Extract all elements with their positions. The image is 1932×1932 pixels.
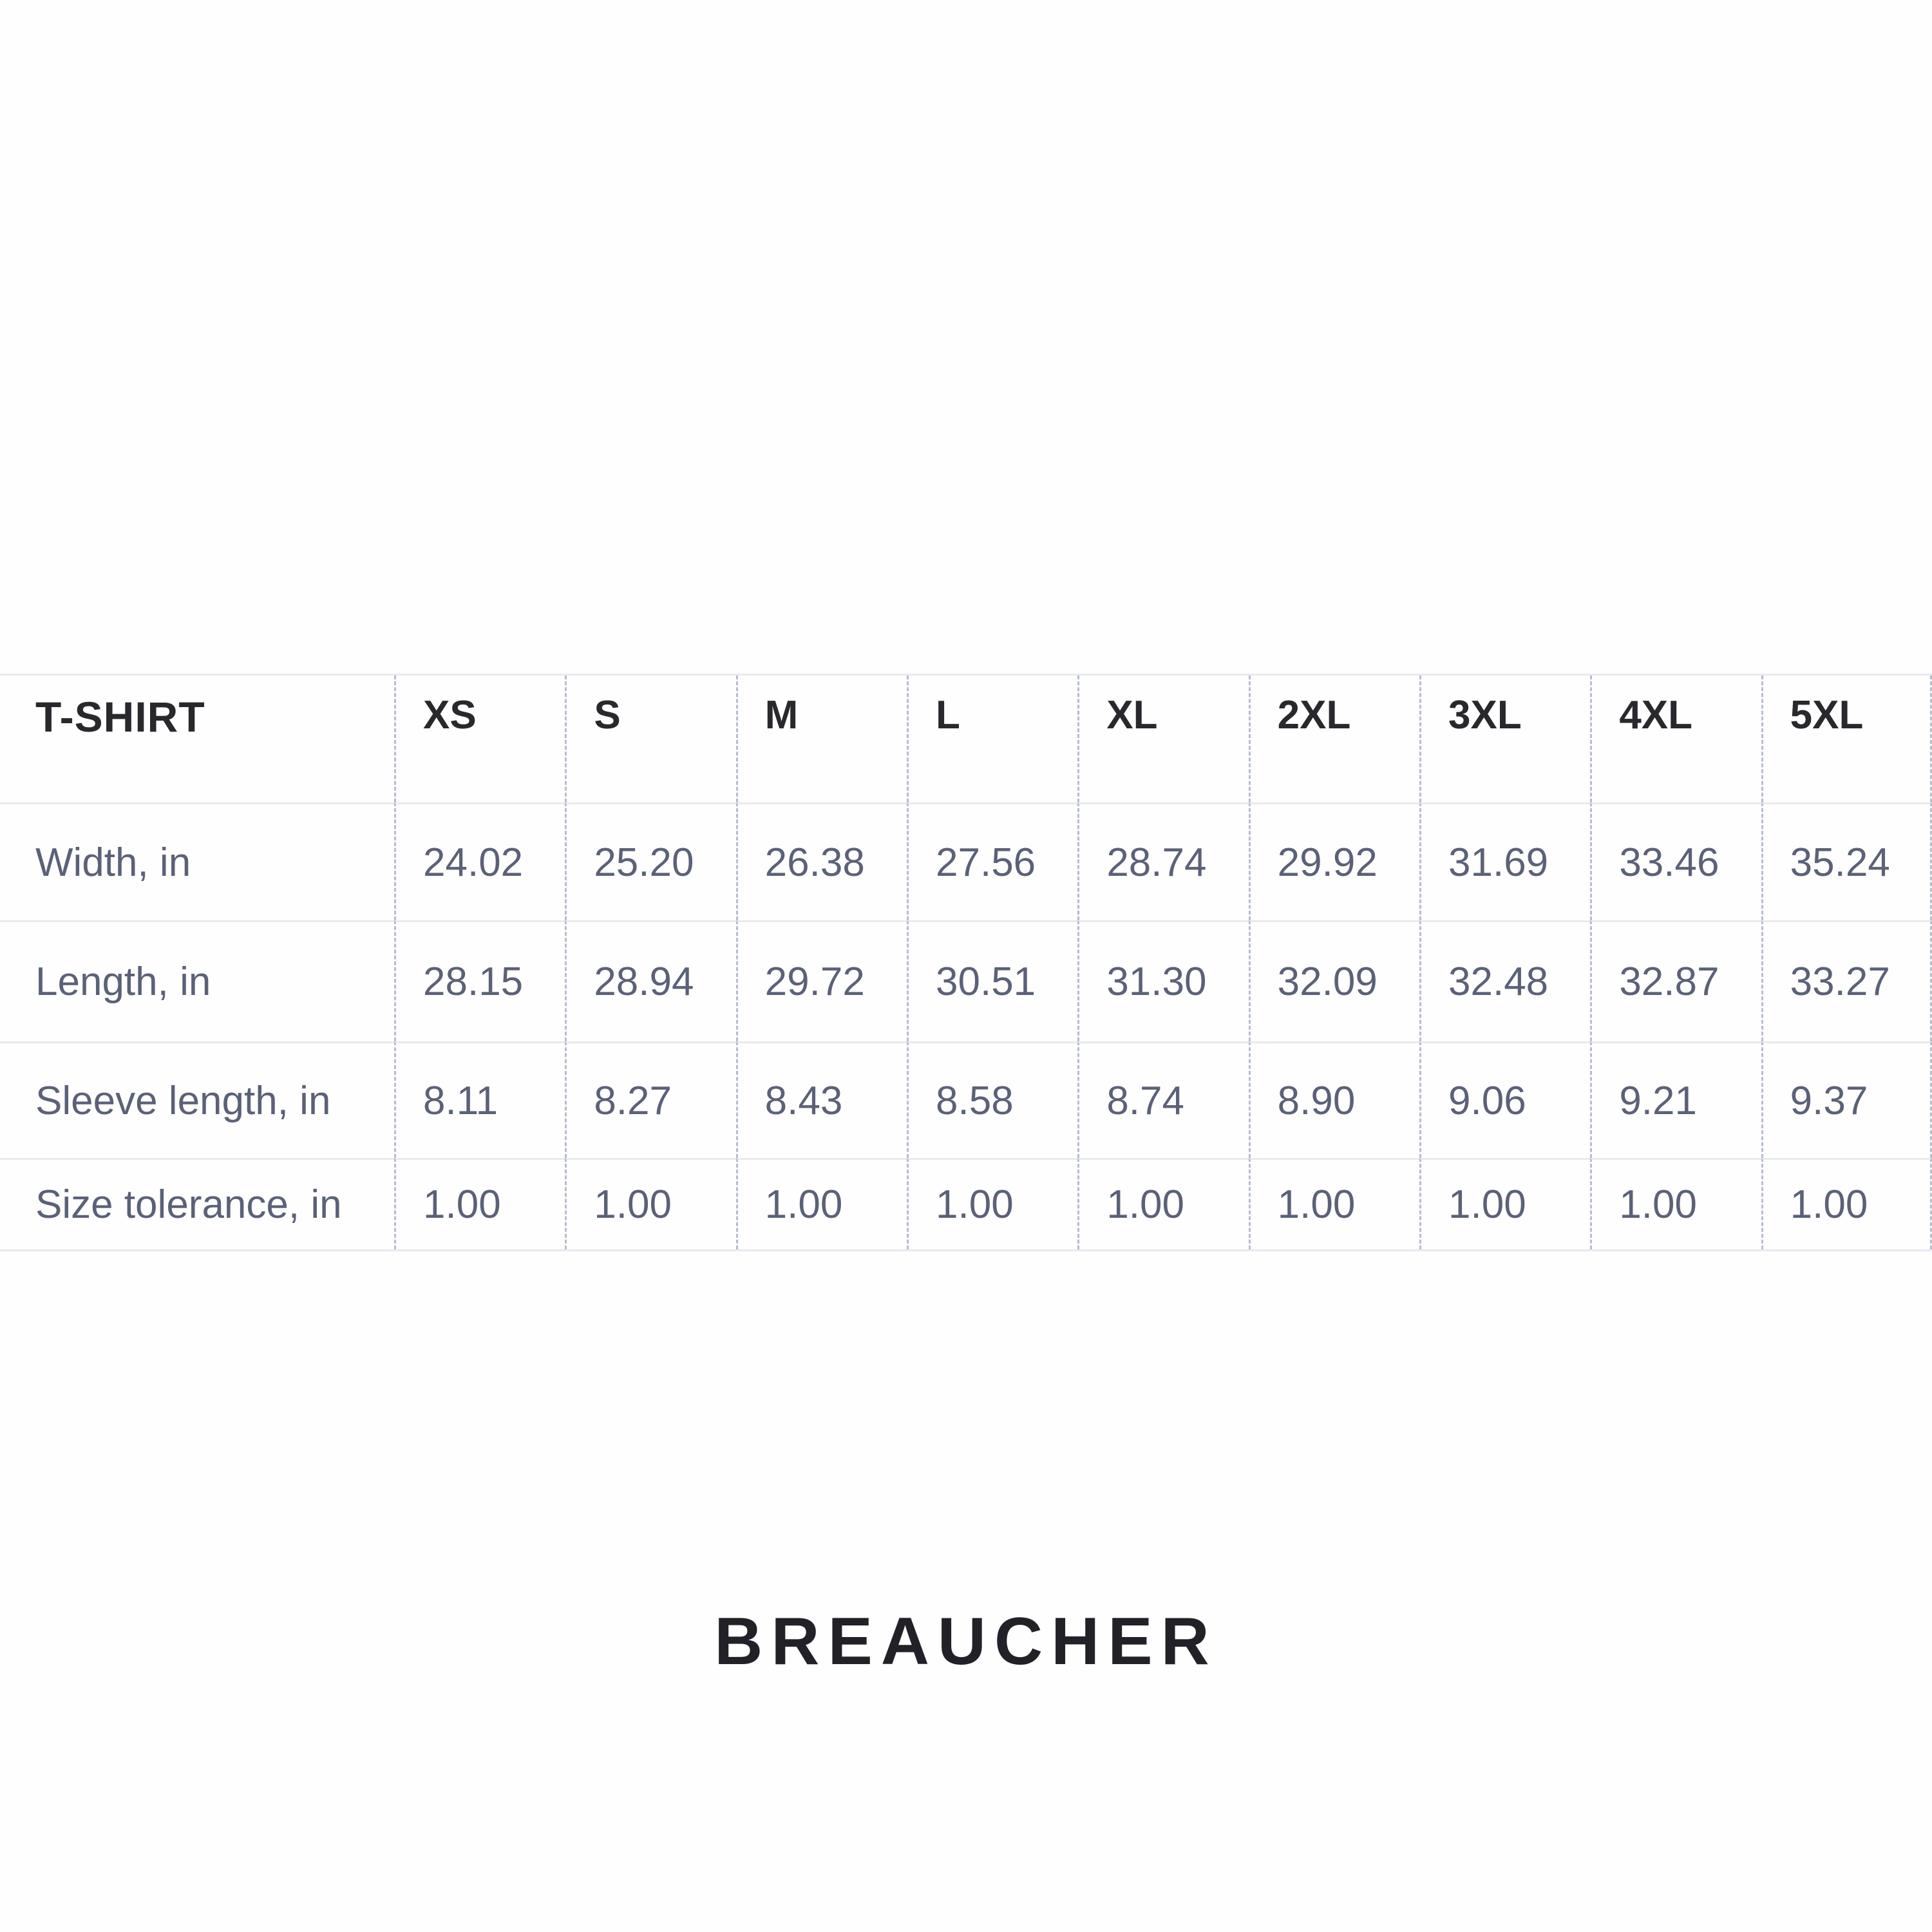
row-label-length: Length, in	[0, 920, 394, 1041]
cell-width-2xl: 29.92	[1248, 802, 1419, 920]
cell-sleeve-4xl: 9.21	[1590, 1041, 1761, 1158]
header-cell-2xl: 2XL	[1248, 676, 1419, 802]
cell-tolerance-xs: 1.00	[394, 1158, 565, 1249]
cell-width-m: 26.38	[735, 802, 907, 920]
row-label-size-tolerance: Size tolerance, in	[0, 1158, 394, 1249]
cell-length-l: 30.51	[907, 920, 1078, 1041]
cell-tolerance-s: 1.00	[565, 1158, 736, 1249]
cell-sleeve-l: 8.58	[907, 1041, 1078, 1158]
header-cell-xs: XS	[394, 676, 565, 802]
cell-tolerance-xl: 1.00	[1077, 1158, 1249, 1249]
row-label-sleeve-length: Sleeve length, in	[0, 1041, 394, 1158]
header-cell-xl: XL	[1077, 676, 1248, 802]
cell-tolerance-5xl: 1.00	[1761, 1158, 1932, 1249]
cell-sleeve-xl: 8.74	[1077, 1041, 1249, 1158]
cell-length-xl: 31.30	[1077, 920, 1249, 1041]
cell-width-3xl: 31.69	[1419, 802, 1591, 920]
size-chart-table: T-SHIRT XS S M L XL 2XL 3XL 4XL 5XL Widt…	[0, 674, 1932, 1251]
header-cell-3xl: 3XL	[1419, 676, 1590, 802]
cell-sleeve-2xl: 8.90	[1248, 1041, 1419, 1158]
cell-tolerance-4xl: 1.00	[1590, 1158, 1761, 1249]
header-cell-m: M	[735, 676, 907, 802]
cell-length-5xl: 33.27	[1761, 920, 1932, 1041]
cell-sleeve-5xl: 9.37	[1761, 1041, 1932, 1158]
cell-tolerance-l: 1.00	[907, 1158, 1078, 1249]
brand-logo-text: BREAUCHER	[714, 1604, 1218, 1679]
cell-sleeve-s: 8.27	[565, 1041, 736, 1158]
header-cell-4xl: 4XL	[1590, 676, 1761, 802]
cell-width-5xl: 35.24	[1761, 802, 1932, 920]
cell-length-xs: 28.15	[394, 920, 565, 1041]
cell-length-4xl: 32.87	[1590, 920, 1761, 1041]
cell-sleeve-xs: 8.11	[394, 1041, 565, 1158]
cell-width-xl: 28.74	[1077, 802, 1249, 920]
header-cell-s: S	[565, 676, 735, 802]
cell-tolerance-2xl: 1.00	[1248, 1158, 1419, 1249]
cell-sleeve-3xl: 9.06	[1419, 1041, 1591, 1158]
cell-length-2xl: 32.09	[1248, 920, 1419, 1041]
cell-width-s: 25.20	[565, 802, 736, 920]
cell-length-3xl: 32.48	[1419, 920, 1591, 1041]
header-cell-l: L	[907, 676, 1077, 802]
header-cell-5xl: 5XL	[1761, 676, 1932, 802]
cell-width-l: 27.56	[907, 802, 1078, 920]
row-label-width: Width, in	[0, 802, 394, 920]
cell-tolerance-3xl: 1.00	[1419, 1158, 1591, 1249]
cell-width-xs: 24.02	[394, 802, 565, 920]
cell-length-s: 28.94	[565, 920, 736, 1041]
cell-length-m: 29.72	[735, 920, 907, 1041]
cell-sleeve-m: 8.43	[735, 1041, 907, 1158]
cell-width-4xl: 33.46	[1590, 802, 1761, 920]
cell-tolerance-m: 1.00	[735, 1158, 907, 1249]
table-title-cell: T-SHIRT	[35, 693, 205, 741]
